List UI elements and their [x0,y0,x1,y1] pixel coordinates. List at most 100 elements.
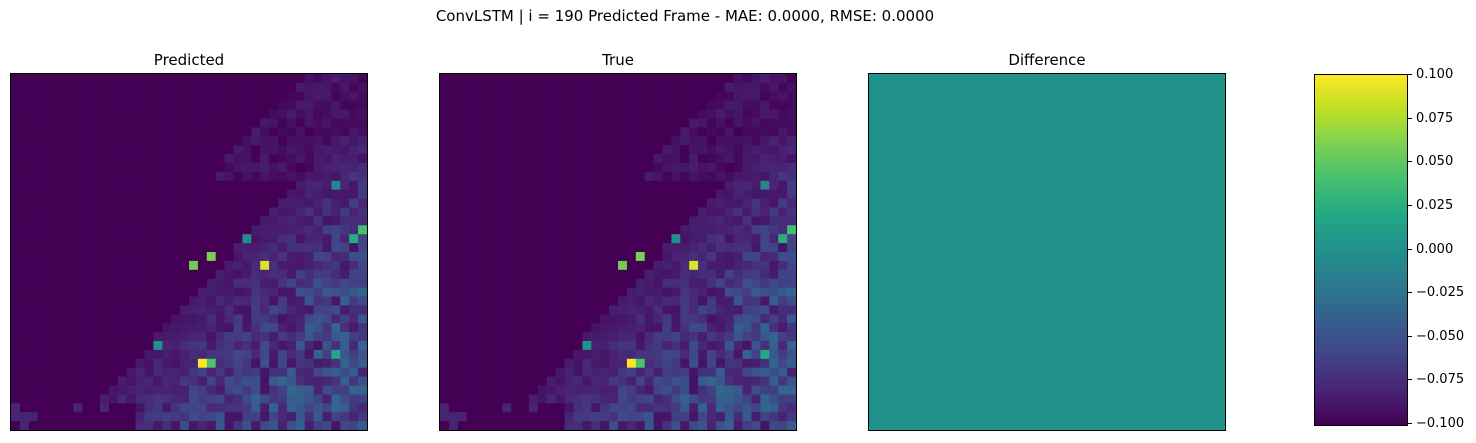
predicted-cell [55,314,65,324]
predicted-cell [233,91,243,102]
true-cell [457,385,468,395]
true-cell [448,82,459,93]
true-cell [555,91,566,102]
predicted-cell [295,225,306,235]
true-cell [493,260,503,271]
true-cell [511,189,521,200]
predicted-cell [162,296,172,306]
true-cell [742,207,752,217]
predicted-cell [197,82,208,93]
true-cell [529,260,539,271]
predicted-cell [233,163,243,173]
true-cell [760,287,770,297]
predicted-cell [322,349,332,360]
predicted-cell [251,412,261,422]
predicted-cell [278,367,288,378]
true-cell [644,198,655,208]
predicted-cell [340,394,350,404]
predicted-cell [73,216,83,226]
predicted-cell [197,234,208,244]
predicted-cell [295,403,306,413]
true-cell [511,358,521,369]
true-cell [502,180,512,191]
true-cell [742,127,752,137]
true-cell [484,189,494,200]
true-cell [440,269,450,280]
predicted-cell [64,74,74,84]
predicted-cell [64,234,74,244]
predicted-cell [233,269,243,280]
true-cell [635,127,646,137]
predicted-cell [37,314,48,324]
predicted-cell [242,74,252,84]
true-cell [698,180,708,191]
predicted-cell [358,163,367,173]
true-cell [778,349,788,360]
true-cell [546,376,557,386]
true-cell [546,323,557,333]
predicted-cell [313,154,323,164]
predicted-cell [313,127,323,137]
predicted-cell [11,305,21,315]
true-cell [644,341,655,351]
predicted-cell [340,243,350,253]
true-cell [733,189,744,200]
predicted-cell [304,252,315,262]
true-cell [715,287,726,297]
predicted-cell [206,127,217,137]
true-cell [724,278,735,289]
predicted-cell [171,394,181,404]
predicted-cell [144,82,154,93]
true-cell [440,136,450,146]
true-cell [618,109,628,119]
true-cell [475,163,485,173]
true-cell [715,278,726,289]
predicted-cell [55,74,65,84]
true-cell [787,127,796,137]
true-cell [600,180,610,191]
true-cell [440,278,450,289]
predicted-cell [153,252,163,262]
predicted-cell [242,421,252,430]
true-cell [671,82,681,93]
true-cell [724,296,735,306]
true-cell [529,252,539,262]
predicted-cell [64,332,74,342]
predicted-cell [108,385,119,395]
predicted-cell [100,198,110,208]
true-cell [546,154,557,164]
predicted-cell [349,358,359,369]
true-cell [742,314,752,324]
predicted-cell [117,278,128,289]
true-cell [644,171,655,182]
predicted-cell [206,136,217,146]
true-cell [502,305,512,315]
true-cell [707,145,717,155]
predicted-cell [304,74,315,84]
true-cell [778,234,788,244]
true-cell [707,394,717,404]
predicted-cell [242,323,252,333]
true-cell [609,207,619,217]
predicted-cell [215,269,226,280]
true-cell [582,296,592,306]
true-cell [778,314,788,324]
colorbar-tick-label: 0.075 [1407,111,1453,126]
true-cell [573,154,583,164]
predicted-cell [224,243,234,253]
predicted-cell [349,287,359,297]
true-cell [626,154,637,164]
predicted-cell [269,314,279,324]
true-cell [591,412,601,422]
true-cell [618,376,628,386]
true-cell [751,154,761,164]
true-cell [546,180,557,191]
predicted-cell [251,109,261,119]
predicted-cell [91,74,101,84]
predicted-cell [206,234,217,244]
predicted-cell [144,296,154,306]
true-cell [537,305,548,315]
true-cell [529,385,539,395]
true-cell [448,207,459,217]
true-cell [715,376,726,386]
